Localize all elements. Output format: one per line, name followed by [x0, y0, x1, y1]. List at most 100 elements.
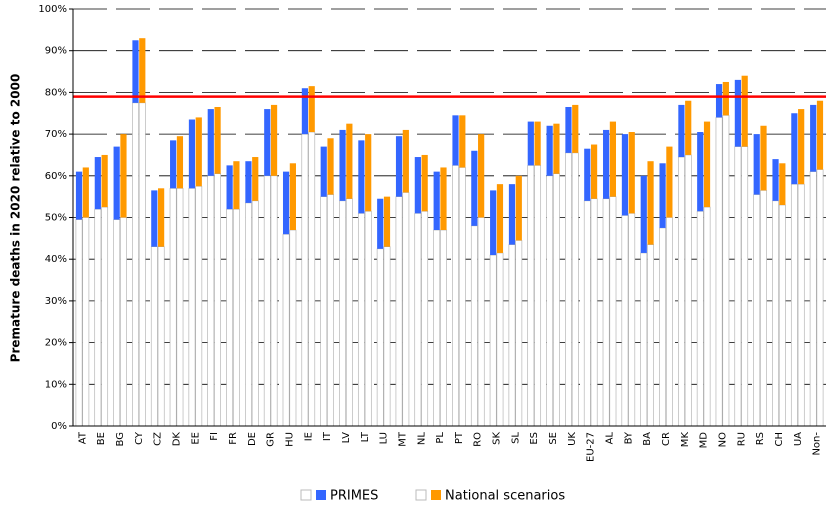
bar [515, 175, 522, 241]
bar [421, 154, 428, 212]
bar-base [546, 175, 554, 427]
bar-base [421, 210, 429, 427]
x-tick-label: LV [341, 432, 352, 443]
x-tick-label: SE [548, 432, 559, 445]
legend-swatch-base [300, 489, 312, 501]
bar [377, 198, 384, 249]
bar-base [621, 215, 629, 427]
bar [603, 129, 610, 199]
bar [414, 157, 421, 214]
bar-base [138, 102, 146, 427]
x-tick-label: Non- [812, 432, 823, 456]
x-tick-label: NL [416, 432, 427, 445]
x-tick-label: LU [379, 432, 390, 444]
bar-base [628, 213, 636, 427]
bar [471, 150, 478, 226]
bar [365, 134, 372, 212]
bar-base [602, 198, 610, 427]
bar-base [245, 202, 252, 427]
bar-base [226, 208, 234, 427]
bar [685, 100, 692, 155]
bar [496, 184, 504, 253]
x-tick-label: FI [209, 432, 220, 441]
bar [584, 148, 591, 201]
bar-base [715, 117, 723, 427]
bar-base [357, 213, 365, 427]
bar [572, 104, 579, 153]
x-tick-label: IE [303, 432, 314, 441]
bar-base [722, 115, 730, 427]
bar-base [339, 200, 346, 427]
legend-swatch [316, 490, 326, 500]
bar [346, 123, 353, 199]
x-tick-label: BY [623, 431, 634, 444]
bar-base [376, 248, 384, 427]
bar [772, 159, 779, 201]
bar [188, 119, 196, 189]
bar [402, 129, 409, 193]
bar [478, 134, 485, 218]
bar-base [320, 196, 328, 427]
bar-base [696, 210, 704, 427]
x-tick-label: MT [397, 431, 408, 447]
bar-base [176, 188, 184, 427]
bar [553, 123, 560, 174]
bar [703, 121, 711, 208]
bar-base [150, 246, 158, 427]
x-tick-label: EE [190, 432, 201, 445]
bar-base [402, 192, 410, 427]
bar-base [583, 200, 591, 427]
x-tick-label: GR [266, 432, 277, 447]
bar [459, 115, 466, 168]
x-tick-label: DE [247, 432, 258, 446]
bar [734, 79, 741, 147]
bar [741, 75, 748, 147]
bar-base [452, 165, 459, 427]
bar-base [113, 219, 121, 427]
bar-base [797, 183, 805, 427]
bar-base [440, 229, 447, 427]
bar [697, 132, 704, 212]
bar [358, 140, 365, 214]
bar [609, 121, 617, 197]
bar-base [659, 227, 666, 427]
bar-base [753, 194, 761, 427]
bar-base [571, 152, 579, 427]
bar [565, 106, 572, 153]
bar [289, 163, 296, 231]
bar [722, 81, 729, 116]
bar [327, 138, 334, 195]
bar [452, 115, 459, 166]
x-tick-label: AL [605, 432, 616, 445]
y-tick-label: 0% [51, 421, 67, 432]
y-tick-label: 60% [45, 171, 67, 182]
x-tick-label: BG [115, 432, 126, 446]
bar-base [678, 156, 685, 427]
x-tick-label: UA [793, 432, 804, 446]
x-tick-label: CY [134, 431, 145, 445]
bar-base [157, 246, 165, 427]
bar [395, 136, 403, 197]
x-tick-label: CR [661, 432, 672, 446]
bar-base [703, 206, 711, 427]
bar [264, 109, 271, 176]
bar [534, 121, 541, 166]
bar [139, 38, 146, 103]
bar [440, 167, 447, 231]
bar-base [534, 165, 542, 427]
bar-base [760, 190, 767, 427]
legend-label: National scenarios [445, 489, 565, 504]
bar [282, 171, 290, 235]
x-tick-label: MD [699, 432, 710, 449]
bar-base [214, 173, 221, 427]
x-tick-label: FR [228, 432, 239, 445]
bar [82, 167, 89, 218]
bar-base [772, 200, 779, 427]
bar-base [94, 208, 102, 427]
bar [339, 129, 346, 201]
bar-base [395, 196, 403, 427]
bar [252, 157, 259, 201]
bar-base [508, 244, 516, 427]
bar-base [308, 131, 316, 427]
x-tick-label: LT [360, 431, 371, 442]
